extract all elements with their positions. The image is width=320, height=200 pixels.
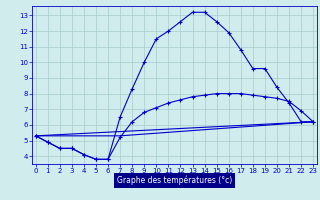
X-axis label: Graphe des températures (°c): Graphe des températures (°c) (117, 176, 232, 185)
